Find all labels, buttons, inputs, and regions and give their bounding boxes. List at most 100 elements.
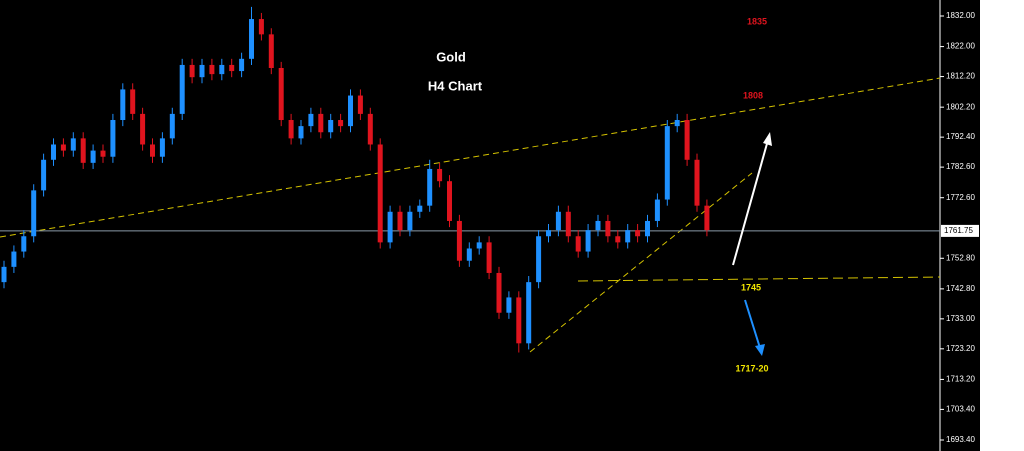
candle-body: [278, 68, 284, 121]
y-tick-label: 1733.00: [946, 314, 975, 323]
candle-body: [645, 220, 650, 237]
level-label: 1808: [743, 90, 763, 100]
candle-body: [120, 89, 126, 121]
candle-body: [90, 150, 96, 163]
candle-body: [486, 242, 492, 273]
y-tick-label: 1802.20: [946, 102, 975, 111]
y-tick-label: 1812.20: [946, 72, 975, 81]
chart-subtitle: H4 Chart: [428, 78, 483, 93]
arrow-head: [755, 344, 765, 356]
candle-body: [456, 220, 462, 261]
candle-body: [536, 236, 542, 283]
candle-body: [348, 95, 353, 127]
support-line: [577, 276, 941, 282]
candle-body: [546, 230, 551, 237]
candle-body: [100, 150, 106, 157]
candle-body: [684, 120, 690, 160]
current-price-box: [941, 224, 979, 237]
chart-background: [0, 0, 980, 451]
arrow-head: [763, 132, 772, 146]
y-tick-label: 1713.20: [946, 375, 975, 384]
candle-body: [70, 138, 76, 151]
candle-body: [239, 58, 245, 72]
candle-body: [694, 159, 700, 206]
candle-body: [357, 95, 363, 114]
y-tick-label: 1772.60: [946, 193, 975, 202]
candle-body: [575, 236, 581, 252]
candle-body: [674, 120, 680, 127]
candle-body: [169, 113, 175, 139]
candle-body: [249, 19, 254, 59]
candle-body: [526, 282, 532, 344]
candle-body: [615, 236, 621, 243]
candle-body: [199, 64, 205, 78]
candle-body: [140, 113, 146, 145]
y-tick-label: 1703.40: [946, 405, 975, 414]
candle-body: [159, 138, 165, 157]
level-label: 1835: [747, 16, 767, 26]
candle-body: [387, 211, 393, 243]
candle-body: [189, 64, 195, 78]
arrow-down: [744, 299, 761, 349]
candle-body: [1, 266, 7, 283]
candle-body: [625, 230, 631, 243]
trend-line: [529, 172, 753, 353]
candle-body: [268, 34, 274, 69]
candle-body: [516, 297, 522, 344]
candle-body: [110, 120, 116, 157]
candle-body: [209, 64, 215, 75]
candle-body: [318, 113, 324, 133]
candle-body: [565, 211, 571, 237]
candle-body: [397, 211, 403, 231]
candle-body: [417, 205, 423, 212]
current-price-label: 1761.75: [944, 226, 973, 235]
candle-body: [605, 220, 611, 237]
candle-body: [258, 19, 264, 35]
candle-body: [288, 120, 294, 139]
candles: [0, 6, 940, 353]
level-label: 1717-20: [735, 363, 768, 373]
y-tick-label: 1782.60: [946, 162, 975, 171]
chart-title: Gold: [436, 49, 466, 64]
y-tick-label: 1792.40: [946, 132, 975, 141]
candle-body: [367, 113, 373, 145]
candle-body: [407, 211, 413, 231]
y-tick-label: 1752.80: [946, 253, 975, 262]
candle-body: [219, 64, 225, 75]
candle-body: [437, 168, 443, 182]
candle-body: [41, 159, 47, 191]
candle-body: [51, 144, 56, 160]
candle-body: [60, 144, 66, 151]
candle-body: [21, 236, 27, 252]
candle-body: [298, 126, 304, 139]
y-tick-label: 1742.80: [946, 284, 975, 293]
candle-body: [130, 89, 136, 114]
candle-body: [427, 168, 433, 206]
candle-body: [466, 248, 472, 261]
candle-body: [229, 64, 235, 72]
candle-body: [585, 230, 591, 252]
candle-body: [338, 120, 344, 127]
candle-body: [635, 230, 641, 237]
candle-body: [447, 181, 452, 221]
candle-body: [179, 64, 185, 114]
y-tick-label: 1723.20: [946, 344, 975, 353]
candle-body: [664, 126, 670, 200]
y-tick-label: 1822.00: [946, 42, 975, 51]
candle-body: [80, 138, 86, 163]
candle-body: [31, 190, 37, 237]
trend-line: [0, 77, 941, 238]
candle-body: [377, 144, 383, 243]
candle-body: [150, 144, 155, 157]
y-tick-label: 1832.00: [946, 11, 975, 20]
candle-body: [595, 220, 601, 231]
candle-body: [11, 251, 17, 267]
candle-body: [476, 242, 482, 249]
candle-body: [704, 205, 710, 231]
candle-body: [308, 113, 314, 127]
level-label: 1745: [741, 282, 761, 292]
candle-body: [496, 272, 502, 313]
candle-body: [328, 120, 334, 133]
